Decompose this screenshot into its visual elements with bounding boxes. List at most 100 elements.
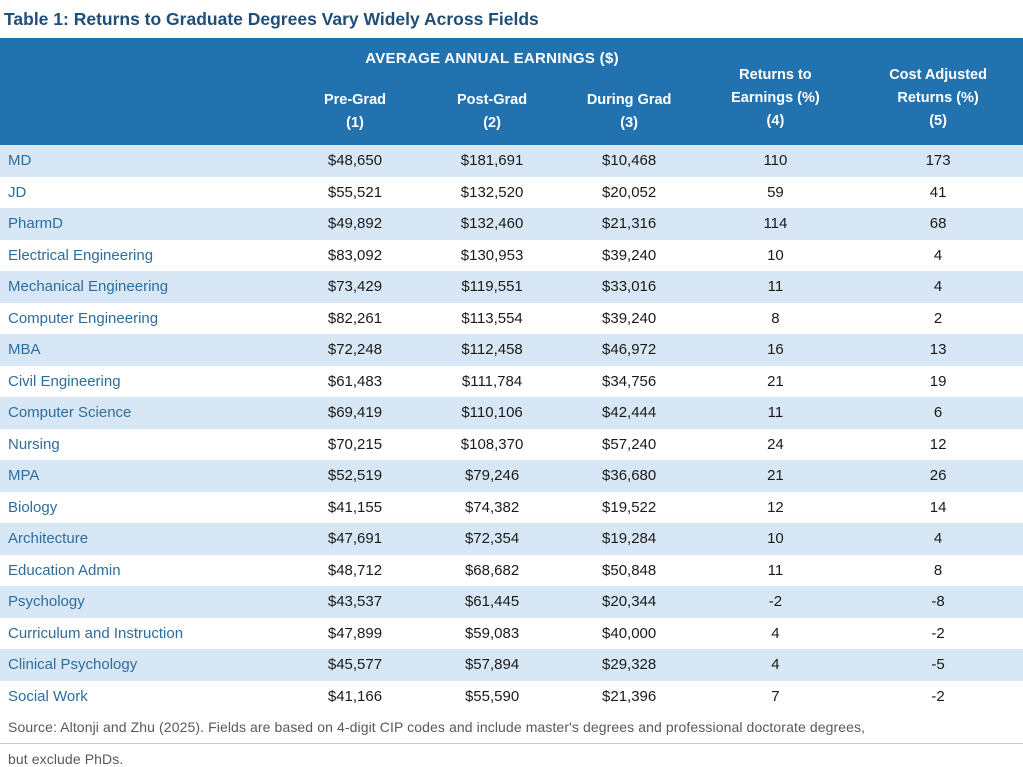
source-note-line2: but exclude PhDs. [8,751,124,767]
value-cell: $57,240 [602,435,657,453]
field-name-cell: Mechanical Engineering [8,278,169,296]
value-cell: 8 [771,309,780,327]
value-cell: $111,784 [461,372,523,390]
value-cell: $46,972 [602,341,657,359]
value-cell: $48,650 [327,152,383,170]
value-cell: $70,215 [327,435,383,453]
value-cell: $41,166 [327,687,383,705]
field-name-cell: MBA [8,341,41,359]
value-cell: -2 [931,624,945,642]
value-cell: $55,521 [327,183,383,201]
value-cell: -2 [768,593,783,611]
header-row-columns: Pre-Grad (1) Post-Grad (2) During Grad (… [0,78,1023,145]
col-header-label: Returns (%) [897,90,979,106]
table-row: Computer Engineering $82,261 $113,554 $39,2… [0,302,1023,334]
value-cell: 110 [763,152,788,170]
value-cell: 21 [767,467,784,485]
value-cell: 19 [929,372,947,390]
col-header-label: During Grad [586,91,672,108]
earnings-table: AVERAGE ANNUAL EARNINGS ($) Returns to E… [0,38,1023,712]
field-name-cell: Education Admin [8,561,121,579]
col-header-number: (2) [483,114,501,131]
value-cell: -5 [931,656,945,674]
value-cell: $29,328 [602,656,657,674]
value-cell: 6 [933,404,943,422]
value-cell: $10,468 [602,152,657,170]
value-cell: 10 [767,246,784,264]
value-cell: $21,316 [602,215,657,233]
value-cell: $69,419 [327,404,383,422]
value-cell: 16 [767,341,784,359]
value-cell: $181,691 [460,152,524,170]
value-cell: $40,000 [602,624,657,642]
value-cell: 21 [767,372,784,390]
value-cell: 114 [763,215,788,233]
value-cell: -2 [931,687,945,705]
table-row: Education Admin $48,712 $68,682 $50,848 11 8 [0,554,1023,586]
col-header-number: (5) [929,113,947,129]
field-column-header [0,38,287,145]
value-cell: 11 [767,561,784,579]
col-header-label: Earnings (%) [731,90,820,106]
table-row: MPA $52,519 $79,246 $36,680 21 26 [0,460,1023,492]
value-cell: 7 [771,687,780,705]
table-row: Psychology $43,537 $61,445 $20,344 -2 -8 [0,586,1023,618]
value-cell: $79,246 [464,467,520,485]
table-row: MD $48,650 $181,691 $10,468 110 173 [0,145,1023,177]
value-cell: $47,899 [327,624,383,642]
value-cell: $132,460 [460,215,524,233]
value-cell: $33,016 [602,278,657,296]
value-cell: $130,953 [460,246,524,264]
value-cell: 10 [767,530,784,548]
value-cell: $59,083 [464,624,520,642]
value-cell: $61,445 [464,593,520,611]
table-row: PharmD $49,892 $132,460 $21,316 114 68 [0,208,1023,240]
value-cell: $47,691 [327,530,383,548]
field-name-cell: Architecture [8,530,89,548]
value-cell: 4 [771,656,780,674]
value-cell: 59 [767,183,784,201]
value-cell: $36,680 [602,467,657,485]
col-header-label: Cost Adjusted [889,67,987,83]
value-cell: 8 [933,561,943,579]
value-cell: $20,052 [602,183,657,201]
source-note-line1: Source: Altonji and Zhu (2025). Fields a… [8,719,866,735]
field-name-cell: Civil Engineering [8,372,121,390]
table-row: Clinical Psychology $45,577 $57,894 $29,328… [0,649,1023,681]
field-name-cell: Psychology [8,593,85,611]
footnote-divider [0,743,1023,744]
value-cell: $68,682 [464,561,520,579]
value-cell: $119,551 [461,278,523,296]
table-row: Social Work $41,166 $55,590 $21,396 7 -2 [0,680,1023,712]
field-name-cell: JD [8,183,27,201]
value-cell: $82,261 [327,309,383,327]
field-name-cell: Computer Science [8,404,132,422]
value-cell: $50,848 [602,561,657,579]
value-cell: $52,519 [327,467,383,485]
col-header-number: (4) [766,113,785,129]
value-cell: $55,590 [464,687,520,705]
value-cell: $19,284 [602,530,657,548]
value-cell: $41,155 [327,498,383,516]
col-header-label: Post-Grad [457,91,528,108]
value-cell: $110,106 [461,404,523,422]
col-header-pre-grad: Pre-Grad (1) [286,78,424,145]
table-header: AVERAGE ANNUAL EARNINGS ($) Returns to E… [0,38,1023,145]
value-cell: $48,712 [327,561,383,579]
field-name-cell: Electrical Engineering [8,246,154,264]
field-name-cell: Curriculum and Instruction [8,624,184,642]
table-row: Mechanical Engineering $73,429 $119,551 $33… [0,271,1023,303]
value-cell: $21,396 [602,687,657,705]
col-header-cost-adjusted-returns: Cost Adjusted Returns (%) (5) [853,38,1023,145]
value-cell: 4 [933,278,943,296]
col-header-post-grad: Post-Grad (2) [423,78,561,145]
value-cell: 2 [933,309,943,327]
value-cell: $74,382 [464,498,520,516]
value-cell: 11 [767,278,784,296]
value-cell: 11 [767,404,784,422]
col-header-during-grad: During Grad (3) [560,78,698,145]
value-cell: $132,520 [460,183,524,201]
value-cell: $34,756 [602,372,657,390]
value-cell: $72,248 [327,341,383,359]
value-cell: $45,577 [327,656,383,674]
